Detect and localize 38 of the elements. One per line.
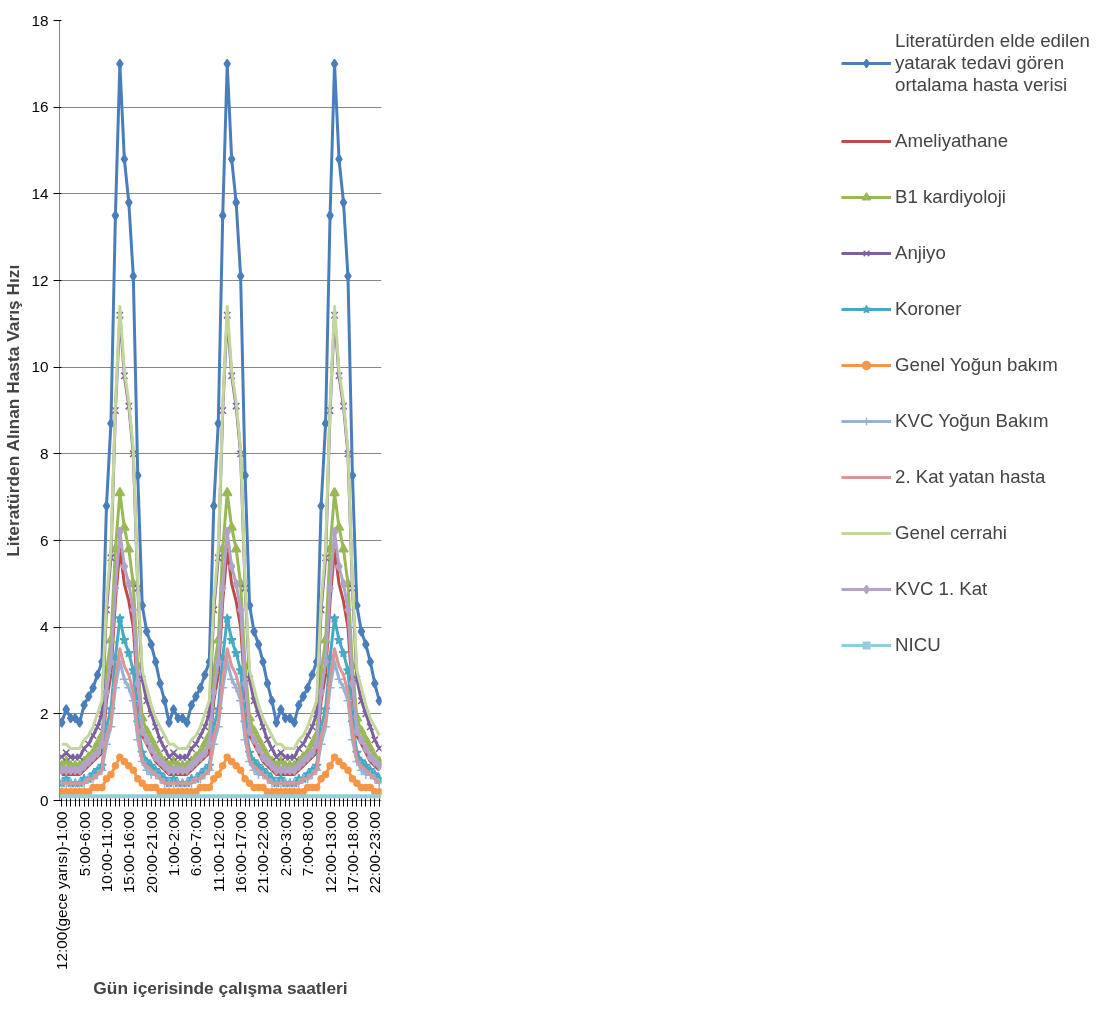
y-tick-label: 8 bbox=[39, 444, 49, 462]
legend-label: KVC Yoğun Bakım bbox=[895, 410, 1049, 432]
x-tick-label: 7:00-8:00 bbox=[299, 811, 317, 877]
y-tick-label: 16 bbox=[31, 98, 49, 116]
y-tick-label: 10 bbox=[31, 358, 49, 376]
x-tick-label: 2:00-3:00 bbox=[276, 811, 294, 877]
y-tick-label: 12 bbox=[31, 271, 49, 289]
x-tick-label: 12:00-13:00 bbox=[321, 811, 339, 894]
x-axis-title: Gün içerisinde çalışma saatleri bbox=[93, 977, 348, 998]
x-tick-label: 1:00-2:00 bbox=[165, 811, 183, 877]
y-tick-label: 0 bbox=[39, 791, 49, 809]
x-tick-label: 17:00-18:00 bbox=[343, 811, 361, 894]
legend-label: Genel cerrahi bbox=[895, 522, 1007, 544]
x-tick-label: 20:00-21:00 bbox=[142, 811, 160, 894]
x-tick-label: 11:00-12:00 bbox=[209, 811, 227, 893]
y-tick-label: 14 bbox=[31, 184, 49, 202]
x-tick-label: 12:00(gece yarısı)-1:00 bbox=[53, 811, 71, 970]
legend-label: Genel Yoğun bakım bbox=[895, 354, 1058, 376]
x-tick-label: 6:00-7:00 bbox=[187, 811, 205, 877]
legend-label: 2. Kat yatan hasta bbox=[895, 466, 1046, 488]
y-tick-label: 6 bbox=[39, 531, 49, 549]
legend-label: NICU bbox=[895, 634, 941, 656]
y-tick-label: 18 bbox=[31, 11, 49, 29]
x-tick-label: 16:00-17:00 bbox=[232, 811, 250, 894]
legend-label: Literatürden elde edilen yatarak tedavi gören ortalama hasta verisi bbox=[895, 30, 1090, 96]
legend-label: Koroner bbox=[895, 298, 962, 320]
y-tick-label: 2 bbox=[39, 704, 49, 722]
legend-label: B1 kardiyoloji bbox=[895, 186, 1006, 208]
x-tick-label: 10:00-11:00 bbox=[97, 811, 115, 893]
x-tick-label: 22:00-23:00 bbox=[366, 811, 384, 894]
legend-label: Ameliyathane bbox=[895, 130, 1009, 152]
y-tick-label: 4 bbox=[39, 618, 49, 636]
y-axis-title: Literatürden Alınan Hasta Varış Hızı bbox=[3, 264, 24, 557]
legend-label: KVC 1. Kat bbox=[895, 578, 988, 600]
legend-label: Anjiyo bbox=[895, 242, 946, 264]
x-tick-label: 21:00-22:00 bbox=[254, 811, 272, 894]
x-tick-label: 15:00-16:00 bbox=[120, 811, 138, 894]
x-tick-label: 5:00-6:00 bbox=[75, 811, 93, 877]
